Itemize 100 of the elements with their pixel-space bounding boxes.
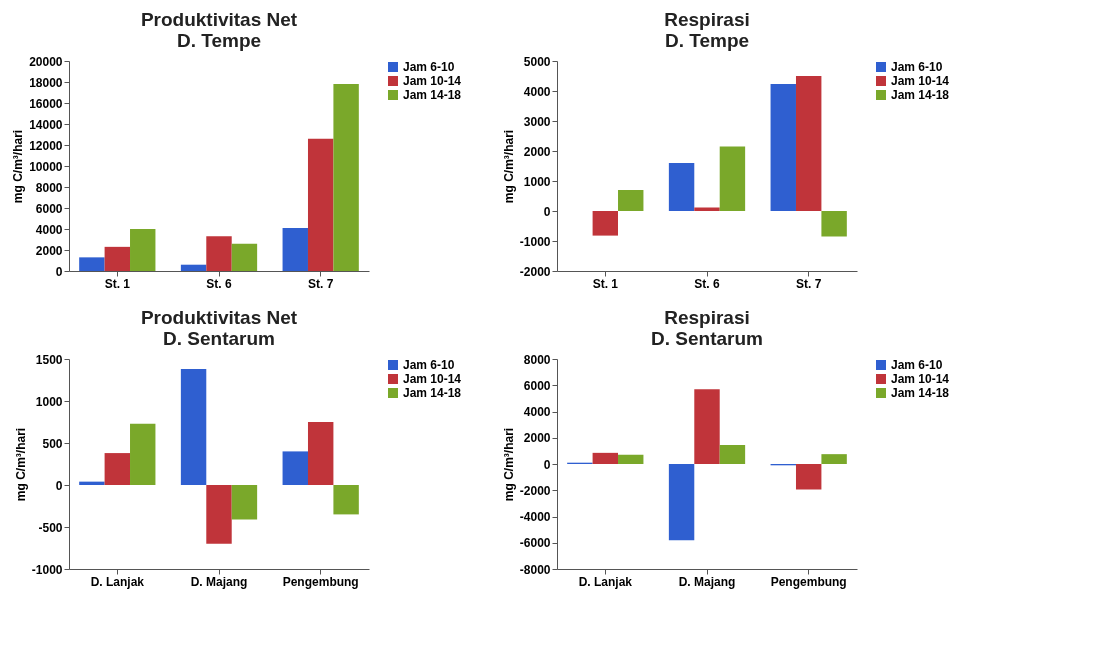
bar: [282, 451, 308, 485]
text: D. Tempe: [176, 30, 262, 51]
bar: [104, 453, 131, 485]
legend-label: Jam 14-18: [891, 386, 950, 400]
y-tick-label: 8000: [35, 180, 63, 195]
y-tick-label: 1500: [35, 352, 63, 367]
y-tick-label: 2000: [35, 243, 63, 258]
legend-label: Jam 14-18: [403, 386, 462, 400]
y-tick-label: -4000: [519, 510, 551, 524]
y-tick-label: 0: [55, 478, 63, 493]
x-tick-label: St. 1: [104, 276, 131, 291]
y-axis-title: mg C/m³/hari: [13, 427, 28, 502]
y-tick-label: 1000: [35, 394, 63, 409]
y-tick-label: -2000: [519, 264, 551, 279]
y-tick-label: 4000: [523, 84, 551, 99]
bar: [592, 452, 619, 464]
x-tick-label: D. Lanjak: [578, 574, 633, 589]
y-tick-label: 1000: [523, 174, 551, 189]
bar: [180, 264, 207, 271]
bar: [618, 454, 644, 464]
x-tick-label: St. 7: [796, 276, 822, 291]
bar: [618, 190, 644, 211]
y-tick-label: 6000: [35, 201, 63, 216]
y-tick-label: 0: [543, 204, 551, 219]
legend-label: Jam 10-14: [403, 372, 462, 386]
y-tick-label: -1000: [31, 562, 63, 577]
legend-label: Jam 10-14: [891, 74, 950, 88]
y-tick-label: 4000: [35, 222, 63, 237]
bar: [282, 227, 308, 271]
bar: [231, 243, 258, 271]
text: Respirasi: [664, 9, 750, 30]
bar: [130, 423, 156, 485]
y-tick-label: 0: [543, 457, 551, 472]
y-tick-label: -1000: [519, 234, 551, 249]
y-tick-label: 8000: [523, 352, 551, 367]
bar: [333, 84, 359, 271]
y-tick-label: 500: [42, 436, 63, 451]
text: D. Sentarum: [651, 328, 763, 349]
bar: [333, 485, 359, 515]
bar: [104, 246, 131, 271]
y-tick-label: 18000: [29, 75, 63, 90]
y-axis-title: mg C/m³/hari: [11, 129, 26, 204]
legend-label: Jam 6-10: [403, 60, 455, 74]
bar: [719, 444, 746, 464]
x-tick-label: D. Lanjak: [90, 574, 145, 589]
y-tick-label: 0: [55, 264, 63, 279]
bar: [180, 369, 207, 485]
legend-label: Jam 6-10: [403, 358, 455, 372]
bar: [719, 146, 746, 211]
bar: [795, 76, 822, 211]
bar: [668, 464, 695, 541]
y-tick-label: -500: [38, 520, 63, 535]
bar: [821, 454, 847, 464]
text: D. Sentarum: [163, 328, 275, 349]
legend-label: Jam 6-10: [891, 358, 943, 372]
x-tick-label: D. Majang: [190, 574, 248, 589]
y-axis-title: mg C/m³/hari: [501, 129, 516, 204]
text: Produktivitas Net: [140, 9, 298, 30]
x-tick-label: St. 6: [206, 276, 232, 291]
bar: [206, 485, 232, 544]
y-tick-label: 3000: [523, 114, 551, 129]
bar: [795, 464, 822, 490]
legend-label: Jam 6-10: [891, 60, 943, 74]
bar: [770, 84, 796, 211]
bar: [206, 236, 232, 271]
y-tick-label: 14000: [29, 117, 63, 132]
bar: [694, 389, 720, 464]
y-tick-label: 5000: [523, 54, 551, 69]
y-tick-label: 10000: [29, 159, 63, 174]
text: Produktivitas Net: [140, 307, 298, 328]
x-tick-label: D. Majang: [678, 574, 736, 589]
legend-label: Jam 10-14: [403, 74, 462, 88]
y-tick-label: 2000: [523, 144, 551, 159]
y-axis-title: mg C/m³/hari: [501, 427, 516, 502]
y-tick-label: 6000: [523, 378, 551, 393]
y-tick-label: 16000: [29, 96, 63, 111]
bar: [130, 229, 156, 271]
bar: [79, 481, 105, 485]
bar: [79, 257, 105, 271]
x-tick-label: St. 7: [308, 276, 334, 291]
legend-label: Jam 10-14: [891, 372, 950, 386]
x-tick-label: Pengembung: [282, 574, 359, 589]
y-tick-label: 4000: [523, 405, 551, 419]
text: D. Tempe: [664, 30, 750, 51]
x-tick-label: Pengembung: [770, 574, 847, 589]
bar: [307, 422, 334, 485]
legend-label: Jam 14-18: [403, 88, 462, 102]
x-tick-label: St. 1: [592, 276, 619, 291]
y-tick-label: 2000: [523, 431, 551, 446]
bar: [231, 485, 258, 520]
legend-label: Jam 14-18: [891, 88, 950, 102]
y-tick-label: -6000: [519, 536, 551, 551]
y-tick-label: -8000: [519, 562, 551, 577]
y-tick-label: -2000: [519, 483, 551, 498]
x-tick-label: St. 6: [694, 276, 720, 291]
bar: [821, 211, 847, 237]
y-tick-label: 12000: [29, 138, 63, 153]
bar: [694, 207, 720, 211]
bar: [668, 163, 695, 211]
bar: [592, 211, 619, 236]
